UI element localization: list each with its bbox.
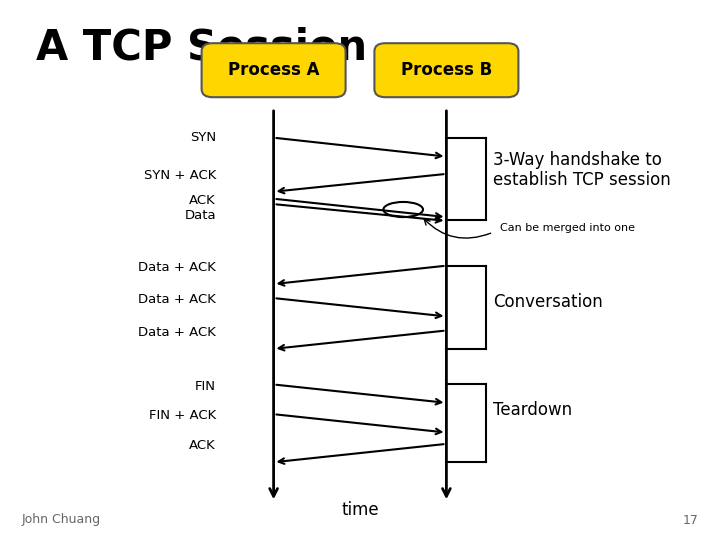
Text: 17: 17: [683, 514, 698, 526]
Text: Process A: Process A: [228, 61, 320, 79]
Text: ACK
Data: ACK Data: [184, 194, 216, 222]
Text: ACK: ACK: [189, 439, 216, 452]
Text: Data + ACK: Data + ACK: [138, 261, 216, 274]
Text: John Chuang: John Chuang: [22, 514, 101, 526]
Text: SYN + ACK: SYN + ACK: [143, 169, 216, 182]
Text: Conversation: Conversation: [493, 293, 603, 312]
Text: Can be merged into one: Can be merged into one: [500, 223, 635, 233]
Text: SYN: SYN: [190, 131, 216, 144]
Text: Data + ACK: Data + ACK: [138, 293, 216, 306]
Text: FIN + ACK: FIN + ACK: [149, 409, 216, 422]
Text: Process B: Process B: [401, 61, 492, 79]
FancyBboxPatch shape: [202, 43, 346, 97]
FancyBboxPatch shape: [374, 43, 518, 97]
Text: FIN: FIN: [195, 380, 216, 393]
Text: Teardown: Teardown: [493, 401, 572, 420]
Text: time: time: [341, 501, 379, 519]
Text: 3-Way handshake to
establish TCP session: 3-Way handshake to establish TCP session: [493, 151, 671, 190]
Text: Data + ACK: Data + ACK: [138, 326, 216, 339]
Text: A TCP Session: A TCP Session: [36, 27, 367, 69]
